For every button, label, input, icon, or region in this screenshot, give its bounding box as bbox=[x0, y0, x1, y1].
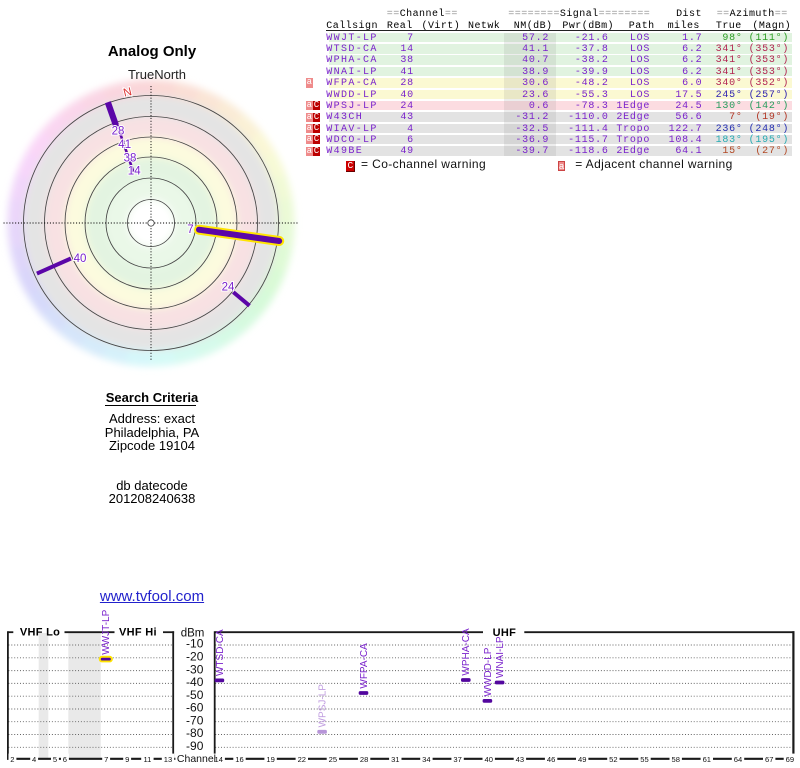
svg-text:34: 34 bbox=[422, 755, 430, 764]
svg-text:13: 13 bbox=[164, 755, 172, 764]
svg-text:46: 46 bbox=[547, 755, 555, 764]
svg-text:43: 43 bbox=[516, 755, 524, 764]
svg-text:-40: -40 bbox=[186, 675, 204, 689]
svg-text:55: 55 bbox=[640, 755, 648, 764]
svg-text:7: 7 bbox=[187, 224, 193, 236]
svg-text:58: 58 bbox=[671, 755, 679, 764]
svg-text:40: 40 bbox=[484, 755, 492, 764]
svg-text:WPHA-CA: WPHA-CA bbox=[461, 628, 472, 676]
svg-text:WNAI-LP: WNAI-LP bbox=[495, 636, 506, 678]
svg-text:-70: -70 bbox=[186, 713, 204, 727]
svg-text:16: 16 bbox=[235, 755, 243, 764]
svg-text:6: 6 bbox=[63, 755, 67, 764]
svg-text:67: 67 bbox=[765, 755, 773, 764]
svg-text:WWDD-LP: WWDD-LP bbox=[483, 647, 494, 696]
svg-text:5: 5 bbox=[53, 755, 57, 764]
svg-text:38: 38 bbox=[124, 152, 137, 164]
svg-text:-10: -10 bbox=[186, 637, 204, 651]
svg-text:52: 52 bbox=[609, 755, 617, 764]
svg-text:WTSD-CA: WTSD-CA bbox=[215, 629, 226, 676]
svg-text:7: 7 bbox=[104, 755, 108, 764]
svg-text:VHF Hi: VHF Hi bbox=[119, 626, 157, 638]
svg-text:61: 61 bbox=[703, 755, 711, 764]
svg-text:dBm: dBm bbox=[181, 627, 205, 639]
svg-text:22: 22 bbox=[298, 755, 306, 764]
svg-text:Channel: Channel bbox=[177, 753, 216, 765]
svg-text:31: 31 bbox=[391, 755, 399, 764]
svg-text:WFPA-CA: WFPA-CA bbox=[359, 643, 370, 689]
svg-text:11: 11 bbox=[143, 755, 151, 764]
svg-text:-20: -20 bbox=[186, 650, 204, 664]
svg-text:64: 64 bbox=[734, 755, 742, 764]
svg-text:28: 28 bbox=[360, 755, 368, 764]
svg-text:UHF: UHF bbox=[493, 627, 517, 639]
svg-text:40: 40 bbox=[74, 253, 87, 265]
svg-text:69: 69 bbox=[786, 755, 794, 764]
svg-text:-80: -80 bbox=[186, 726, 204, 740]
svg-text:49: 49 bbox=[578, 755, 586, 764]
svg-text:19: 19 bbox=[266, 755, 274, 764]
svg-text:2: 2 bbox=[10, 755, 14, 764]
svg-text:-60: -60 bbox=[186, 701, 204, 715]
svg-text:WWJT-LP: WWJT-LP bbox=[101, 609, 112, 654]
svg-text:25: 25 bbox=[329, 755, 337, 764]
svg-text:VHF Lo: VHF Lo bbox=[20, 626, 60, 638]
svg-text:9: 9 bbox=[125, 755, 129, 764]
svg-text:41: 41 bbox=[118, 139, 131, 151]
svg-text:-50: -50 bbox=[186, 688, 204, 702]
svg-text:N: N bbox=[122, 86, 133, 100]
svg-text:14: 14 bbox=[214, 755, 222, 764]
svg-text:-90: -90 bbox=[186, 739, 204, 753]
svg-text:28: 28 bbox=[112, 125, 125, 137]
svg-text:4: 4 bbox=[32, 755, 36, 764]
svg-text:14: 14 bbox=[128, 165, 141, 177]
svg-text:-30: -30 bbox=[186, 662, 204, 676]
svg-text:37: 37 bbox=[453, 755, 461, 764]
svg-text:24: 24 bbox=[222, 282, 235, 294]
svg-text:WPSJ-LP: WPSJ-LP bbox=[318, 684, 329, 728]
